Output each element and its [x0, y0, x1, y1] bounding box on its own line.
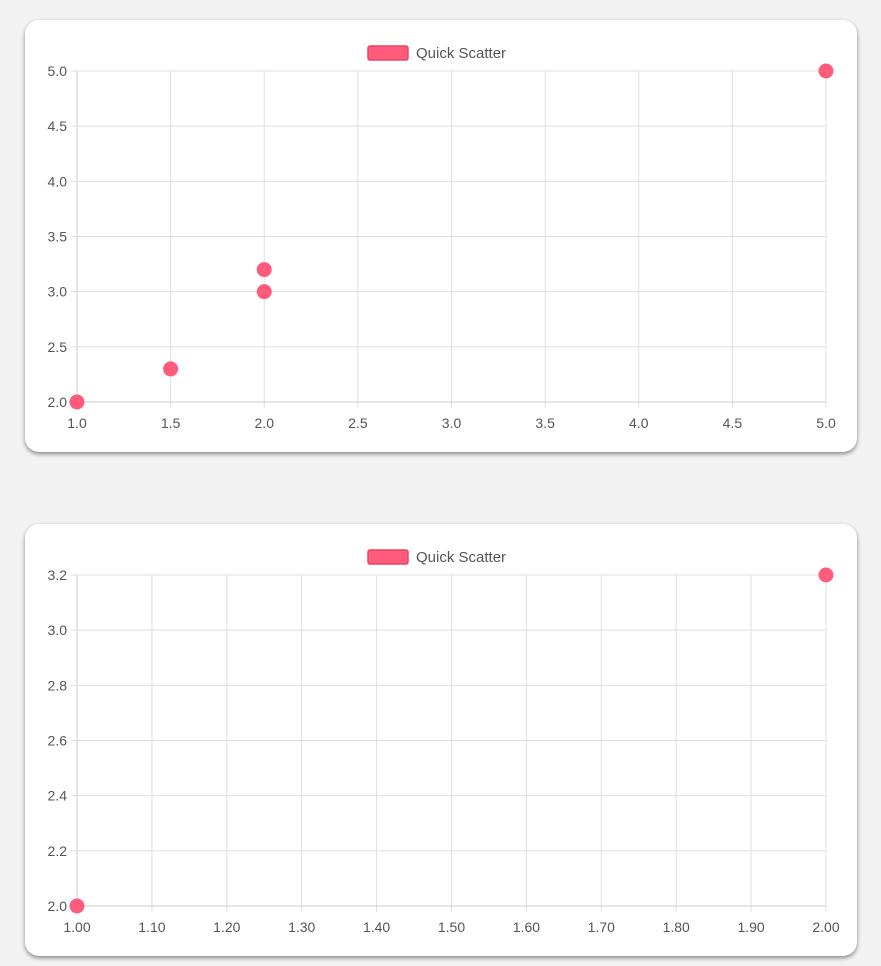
y-tick-label: 3.0: [48, 284, 68, 300]
x-tick-label: 1.40: [363, 919, 390, 935]
x-tick-label: 1.60: [513, 919, 540, 935]
x-tick-label: 2.5: [348, 415, 368, 431]
legend-swatch: [367, 549, 409, 565]
x-tick-label: 4.0: [629, 415, 649, 431]
chart-card-2: Quick Scatter 1.00 1.10 1.20 1.30 1.40 1.50 1.6…: [25, 524, 857, 956]
y-tick-label: 3.5: [48, 229, 68, 245]
x-tick-label: 1.20: [213, 919, 240, 935]
y-tick-label: 2.4: [48, 788, 68, 804]
scatter-point[interactable]: [163, 361, 179, 377]
legend[interactable]: Quick Scatter: [367, 45, 506, 62]
y-tick-label: 2.0: [48, 394, 68, 410]
scatter-point[interactable]: [69, 394, 85, 410]
scatter-point[interactable]: [818, 63, 834, 79]
x-tick-label: 1.00: [63, 919, 90, 935]
scatter-chart-2: Quick Scatter 1.00 1.10 1.20 1.30 1.40 1.50 1.6…: [48, 549, 840, 935]
x-tick-label: 1.50: [438, 919, 465, 935]
x-tick-label: 1.90: [737, 919, 764, 935]
y-tick-label: 2.6: [48, 733, 68, 749]
x-tick-label: 3.5: [535, 415, 555, 431]
x-tick-label: 1.80: [663, 919, 690, 935]
x-tick-label: 3.0: [442, 415, 462, 431]
y-tick-label: 2.2: [48, 843, 68, 859]
x-tick-label: 1.10: [138, 919, 165, 935]
scatter-point[interactable]: [256, 284, 272, 300]
series-points: [69, 567, 834, 914]
scatter-chart-1: Quick Scatter 1.0 1.5 2.0 2.5 3.0 3.5 4.0 4.5 5.0…: [48, 45, 836, 431]
scatter-point[interactable]: [818, 567, 834, 583]
y-tick-label: 4.5: [48, 118, 68, 134]
x-tick-label: 1.30: [288, 919, 315, 935]
y-tick-label: 3.0: [48, 622, 68, 638]
grid: [71, 70, 827, 408]
x-tick-label: 1.0: [67, 415, 87, 431]
chart-card-1: Quick Scatter 1.0 1.5 2.0 2.5 3.0 3.5 4.0 4.5 5.0…: [25, 20, 857, 452]
y-tick-label: 3.2: [48, 567, 68, 583]
x-tick-label: 1.5: [161, 415, 181, 431]
x-tick-label: 2.0: [255, 415, 275, 431]
y-tick-label: 2.5: [48, 339, 68, 355]
y-tick-label: 4.0: [48, 173, 68, 189]
scatter-point[interactable]: [69, 898, 85, 914]
scatter-point[interactable]: [256, 262, 272, 278]
y-tick-label: 2.8: [48, 677, 68, 693]
series-points: [69, 63, 834, 410]
x-tick-label: 4.5: [723, 415, 743, 431]
legend-label: Quick Scatter: [416, 549, 506, 566]
legend-swatch: [367, 45, 409, 61]
y-tick-label: 2.0: [48, 898, 68, 914]
legend[interactable]: Quick Scatter: [367, 549, 506, 566]
x-tick-label: 2.00: [812, 919, 839, 935]
grid: [71, 574, 827, 912]
legend-label: Quick Scatter: [416, 45, 506, 62]
x-tick-label: 5.0: [816, 415, 836, 431]
x-tick-label: 1.70: [588, 919, 615, 935]
y-tick-label: 5.0: [48, 63, 68, 79]
